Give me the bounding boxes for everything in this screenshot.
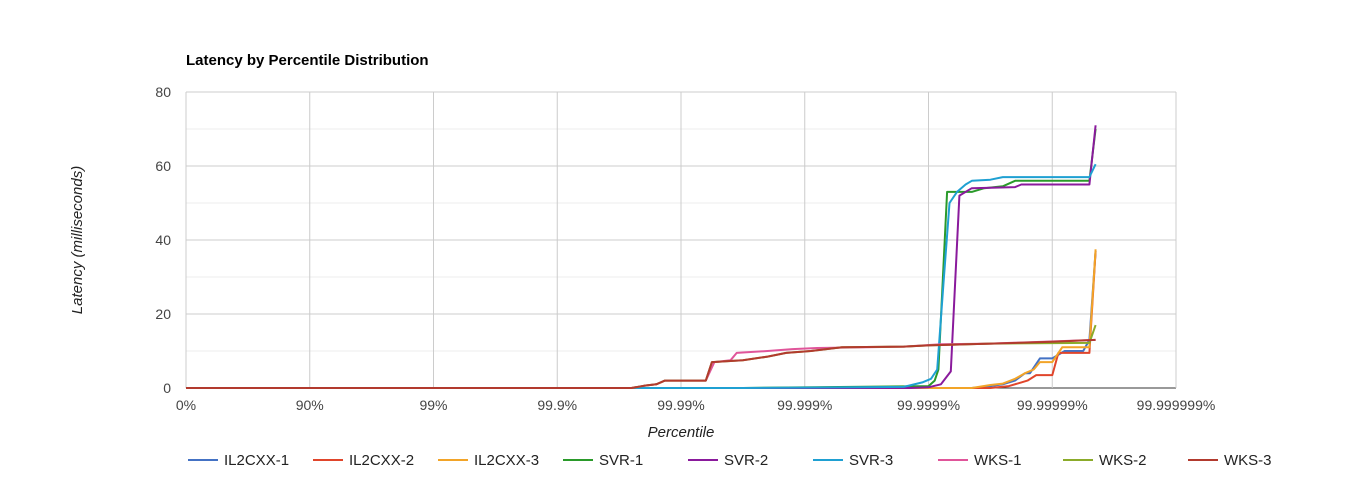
y-axis-title: Latency (milliseconds) — [69, 166, 86, 314]
x-tick-label: 99% — [419, 397, 447, 413]
legend-label: WKS-3 — [1224, 452, 1272, 469]
legend: IL2CXX-1 IL2CXX-2 IL2CXX-3 SVR-1 SVR-2 SVR-3 W… — [188, 452, 1272, 469]
legend-item-svr-1[interactable]: SVR-1 — [563, 452, 643, 469]
series-line-il2cxx-3 — [186, 249, 1097, 389]
legend-label: WKS-1 — [974, 452, 1022, 469]
y-tick-label: 40 — [155, 232, 171, 248]
series-line-il2cxx-1 — [186, 251, 1097, 389]
y-tick-label: 80 — [155, 84, 171, 100]
x-tick-label: 0% — [176, 397, 196, 413]
legend-label: WKS-2 — [1099, 452, 1147, 469]
x-tick-label: 99.99999% — [1017, 397, 1088, 413]
series-line-il2cxx-2 — [186, 251, 1097, 389]
legend-label: IL2CXX-1 — [224, 452, 289, 469]
legend-item-il2cxx-1[interactable]: IL2CXX-1 — [188, 452, 289, 469]
x-tick-label: 99.9999% — [897, 397, 960, 413]
legend-label: SVR-2 — [724, 452, 768, 469]
legend-label: IL2CXX-2 — [349, 452, 414, 469]
legend-item-il2cxx-3[interactable]: IL2CXX-3 — [438, 452, 539, 469]
legend-item-il2cxx-2[interactable]: IL2CXX-2 — [313, 452, 414, 469]
legend-item-wks-2[interactable]: WKS-2 — [1063, 452, 1147, 469]
legend-label: IL2CXX-3 — [474, 452, 539, 469]
x-tick-label: 99.9% — [537, 397, 577, 413]
series-line-wks-3 — [186, 338, 1096, 389]
x-tick-label: 99.999999% — [1137, 397, 1216, 413]
gridlines — [185, 91, 1177, 389]
y-tick-label: 60 — [155, 158, 171, 174]
legend-label: SVR-3 — [849, 452, 893, 469]
series-line-wks-1 — [186, 338, 1096, 389]
y-tick-label: 0 — [163, 380, 171, 396]
x-tick-label: 99.999% — [777, 397, 832, 413]
series-line-wks-2 — [186, 324, 1097, 389]
axis-ticks: 0 20 40 60 80 0% 90% 99% 99.9% 99.99% 99.999% 99.99… — [155, 84, 1215, 413]
legend-item-svr-3[interactable]: SVR-3 — [813, 452, 893, 469]
legend-label: SVR-1 — [599, 452, 643, 469]
legend-item-wks-3[interactable]: WKS-3 — [1188, 452, 1272, 469]
x-axis-title: Percentile — [648, 424, 715, 441]
x-tick-label: 90% — [296, 397, 324, 413]
series-line-svr-3 — [186, 163, 1097, 389]
legend-item-wks-1[interactable]: WKS-1 — [938, 452, 1022, 469]
series-line-svr-2 — [186, 125, 1097, 389]
y-tick-label: 20 — [155, 306, 171, 322]
series-lines — [186, 125, 1097, 389]
chart-title: Latency by Percentile Distribution — [186, 52, 429, 69]
legend-item-svr-2[interactable]: SVR-2 — [688, 452, 768, 469]
x-tick-label: 99.99% — [657, 397, 704, 413]
series-line-svr-1 — [186, 128, 1097, 389]
